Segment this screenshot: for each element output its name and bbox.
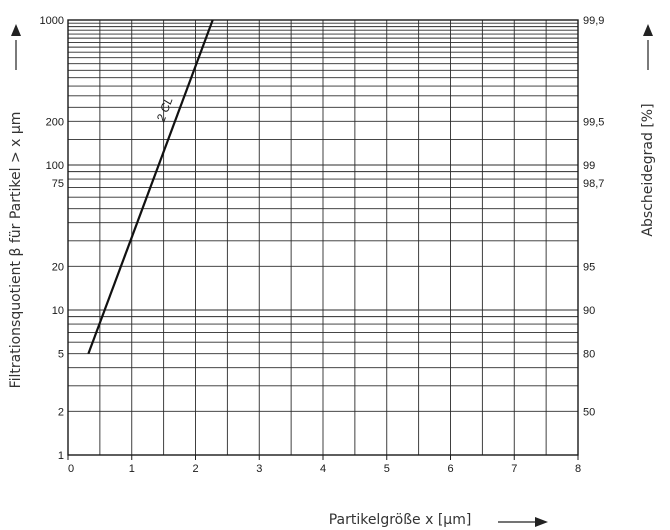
y-tick-label: 200 [46, 116, 64, 128]
chart-ticks: 0 1 2 3 4 5 6 7 812510207510020010005080909598,7… [40, 15, 605, 475]
x-tick-label: 2 [192, 463, 198, 475]
right-axis-arrow-head [643, 24, 653, 36]
right-tick-label: 98,7 [583, 178, 604, 190]
right-tick-label: 90 [583, 305, 595, 317]
x-tick-label: 7 [511, 463, 517, 475]
right-tick-label: 95 [583, 261, 595, 273]
x-axis-arrow-head [535, 517, 548, 527]
chart-labels: 2 CL Filtrationsquotient β für Partikel >… [8, 24, 656, 528]
y-tick-label: 75 [52, 178, 64, 190]
x-tick-label: 5 [384, 463, 390, 475]
right-tick-label: 99,5 [583, 116, 604, 128]
y-tick-label: 5 [58, 349, 64, 361]
x-tick-label: 3 [256, 463, 262, 475]
x-tick-label: 1 [129, 463, 135, 475]
y-tick-label: 2 [58, 406, 64, 418]
x-tick-label: 0 [68, 463, 74, 475]
y-tick-label: 20 [52, 261, 64, 273]
right-tick-label: 99,9 [583, 15, 604, 27]
x-tick-label: 4 [320, 463, 326, 475]
y-tick-label: 1000 [40, 15, 64, 27]
x-axis-title: Partikelgröße x [µm] [329, 512, 472, 528]
chart-series [87, 19, 214, 355]
y-tick-label: 1 [58, 450, 64, 462]
right-axis-title: Abscheidegrad [%] [640, 103, 656, 236]
right-tick-label: 50 [583, 406, 595, 418]
y-axis-arrow-head [11, 24, 21, 36]
chart-grid [67, 19, 579, 456]
y-tick-label: 10 [52, 305, 64, 317]
y-tick-label: 100 [46, 160, 64, 172]
right-tick-label: 80 [583, 349, 595, 361]
y-axis-title: Filtrationsquotient β für Partikel > x µ… [8, 112, 24, 389]
x-tick-label: 6 [447, 463, 453, 475]
series-label: 2 CL [153, 95, 175, 125]
right-tick-label: 99 [583, 160, 595, 172]
x-tick-label: 8 [575, 463, 581, 475]
series-line [87, 19, 214, 355]
